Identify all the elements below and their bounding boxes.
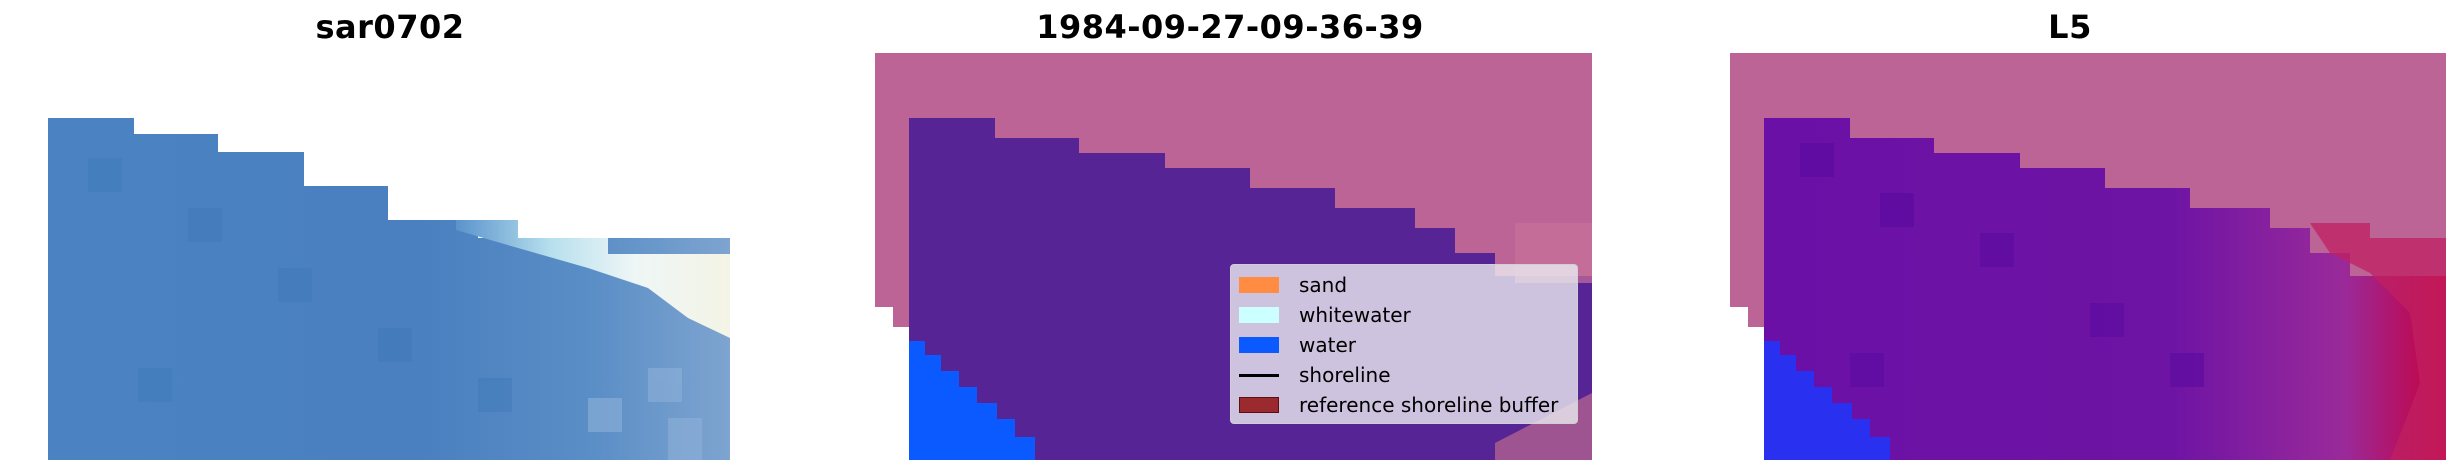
panel-title-sensor: L5 — [2048, 8, 2092, 46]
legend-item-shoreline: shoreline — [1239, 361, 1391, 389]
legend-item-water: water — [1239, 331, 1356, 359]
rgb-image — [48, 118, 730, 460]
classification-panel: 1984-09-27-09-36-39 sand whitewater wate… — [820, 0, 1640, 476]
water-swatch — [1239, 337, 1279, 353]
legend-item-sand: sand — [1239, 271, 1347, 299]
legend-item-reference-shoreline-buffer: reference shoreline buffer — [1239, 391, 1558, 419]
panel-title-rgb: sar0702 — [315, 8, 465, 46]
legend: sand whitewater water shoreline referenc… — [1230, 264, 1578, 424]
buffer-swatch — [1239, 397, 1279, 413]
rgb-panel: sar0702 — [0, 0, 780, 476]
sand-swatch — [1239, 277, 1279, 293]
index-image — [1730, 53, 2446, 460]
shoreline-line-swatch — [1239, 373, 1279, 377]
index-panel: L5 — [1680, 0, 2460, 476]
panel-title-date: 1984-09-27-09-36-39 — [1036, 8, 1424, 46]
whitewater-swatch — [1239, 307, 1279, 323]
legend-item-whitewater: whitewater — [1239, 301, 1411, 329]
